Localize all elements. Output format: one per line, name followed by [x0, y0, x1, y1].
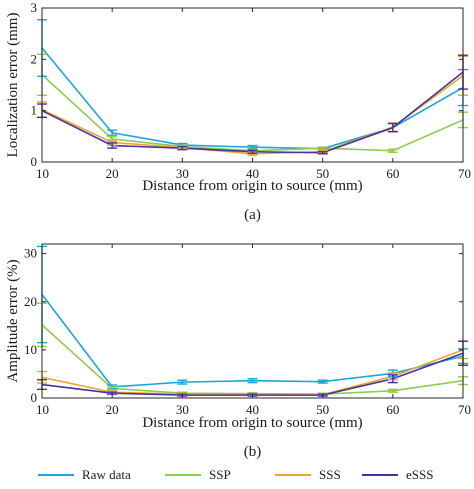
x-tick-label: 30	[176, 166, 189, 181]
x-tick-label: 10	[36, 166, 49, 181]
x-tick-label: 10	[36, 402, 49, 417]
y-tick-label: 10	[24, 342, 37, 357]
x-tick-label: 40	[246, 166, 259, 181]
error-bar	[387, 374, 398, 384]
y-axis-title: Amplitude error (%)	[5, 259, 21, 382]
x-tick-label: 60	[386, 166, 399, 181]
error-bar	[177, 145, 188, 151]
error-bar	[247, 378, 258, 384]
legend-label: SSS	[319, 467, 341, 482]
legend-item-sss: SSS	[275, 467, 341, 482]
chart-panel-1: 10 20 30 40 50 60 70 0 1 2 3 Distance from origin t…	[5, 0, 471, 223]
y-axis-title: Localization error (mm)	[5, 13, 21, 158]
error-bar	[317, 151, 328, 155]
legend-item-raw-data: Raw data	[38, 467, 131, 482]
error-bar	[387, 122, 398, 133]
error-bars-sss	[37, 340, 468, 397]
legend-label: SSP	[209, 467, 231, 482]
error-bar	[107, 386, 118, 391]
legend: Raw data SSP SSS eSSS	[38, 467, 433, 482]
x-tick-label: 50	[316, 402, 329, 417]
legend-label: Raw data	[82, 467, 131, 482]
error-bar	[107, 129, 118, 137]
x-tick-label: 70	[458, 166, 471, 181]
legend-item-esss: eSSS	[362, 467, 433, 482]
panel-label: (a)	[244, 207, 261, 223]
error-bar	[317, 379, 328, 384]
x-tick-label: 60	[386, 402, 399, 417]
x-tick-label: 30	[176, 402, 189, 417]
y-tick-label: 1	[31, 103, 38, 118]
error-bar	[177, 379, 188, 385]
y-tick-label: 2	[31, 51, 38, 66]
x-tick-label: 40	[246, 402, 259, 417]
error-bars-esss	[37, 54, 468, 155]
error-bars-raw-data	[37, 245, 468, 390]
x-axis-title: Distance from origin to source (mm)	[142, 415, 362, 431]
y-tick-label: 20	[24, 294, 37, 309]
y-tick-label: 30	[24, 246, 37, 261]
error-bar	[317, 146, 328, 150]
y-tick-label: 0	[31, 390, 38, 405]
x-tick-label: 70	[458, 402, 471, 417]
series-line-esss	[41, 71, 464, 154]
x-tick-label: 20	[106, 402, 119, 417]
panel-label: (b)	[244, 444, 262, 460]
x-tick-label: 20	[106, 166, 119, 181]
plot-frame	[41, 243, 464, 399]
error-bar	[387, 388, 398, 393]
error-bar	[107, 142, 118, 149]
y-tick-label: 3	[31, 0, 38, 15]
legend-label: eSSS	[406, 467, 433, 482]
error-bar	[387, 148, 398, 153]
series-line-ssp	[41, 324, 464, 395]
legend-item-ssp: SSP	[165, 467, 231, 482]
x-tick-label: 50	[316, 166, 329, 181]
x-axis-title: Distance from origin to source (mm)	[142, 178, 362, 194]
y-tick-label: 0	[31, 154, 38, 169]
error-bars-esss	[37, 340, 468, 397]
error-bar	[247, 149, 258, 154]
